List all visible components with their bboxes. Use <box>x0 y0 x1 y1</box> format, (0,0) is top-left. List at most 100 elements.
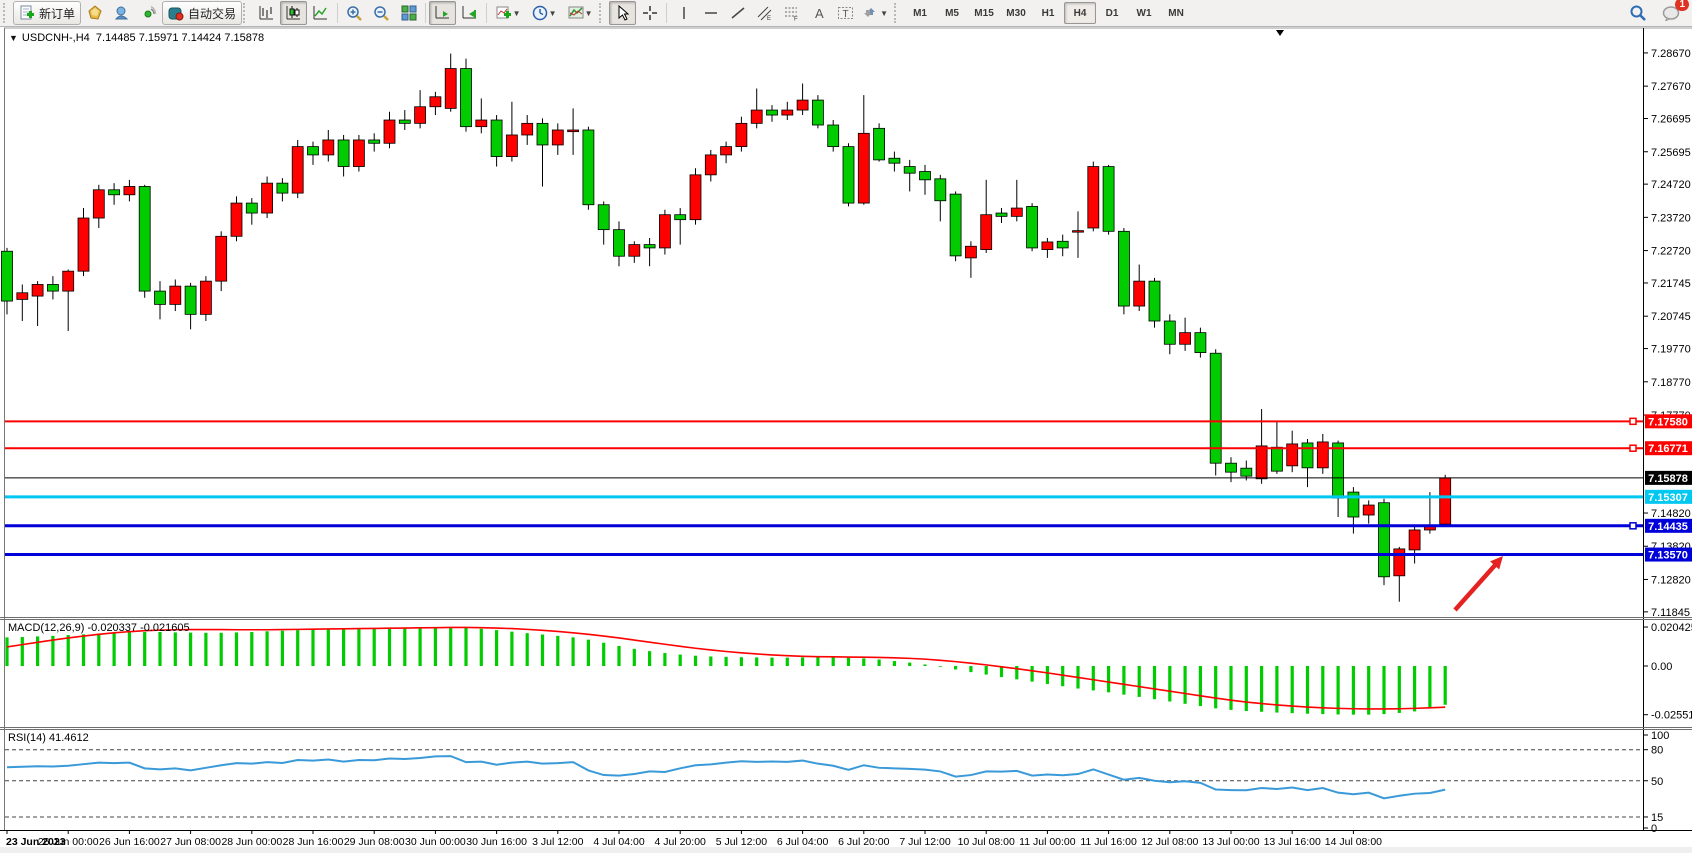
candlestick-chart-button[interactable] <box>280 1 308 25</box>
candle-body <box>245 202 258 214</box>
chart-title-dropdown-icon[interactable]: ▼ <box>9 33 18 43</box>
candle-body <box>536 122 549 146</box>
toolbar-grip[interactable] <box>243 3 250 23</box>
indicators-button[interactable]: ▼ <box>490 1 526 25</box>
candle-body <box>521 122 534 136</box>
top-marker-icon[interactable] <box>1276 30 1284 36</box>
line-handle[interactable] <box>1629 522 1637 530</box>
vertical-line-button[interactable] <box>670 1 697 25</box>
toolbar-grip[interactable] <box>3 3 10 23</box>
toolbar-right: 1 <box>1624 0 1690 25</box>
auto-scroll-button[interactable] <box>429 1 457 25</box>
arrow-annotation[interactable] <box>1453 561 1499 612</box>
candle-body <box>689 174 702 221</box>
candle-body <box>888 157 901 164</box>
candle-body <box>781 109 794 116</box>
time-axis-label: 30 Jun 00:00 <box>405 836 466 848</box>
tab-W1[interactable]: W1 <box>1136 7 1152 19</box>
time-axis-label: 28 Jun 00:00 <box>221 836 282 848</box>
time-axis-label: 6 Jul 20:00 <box>838 836 890 848</box>
horizontal-line-button[interactable] <box>697 1 724 25</box>
tab-M15[interactable]: M15 <box>974 7 994 19</box>
candle-body <box>169 285 182 305</box>
text-label-button[interactable]: T <box>832 1 859 25</box>
tile-windows-button[interactable] <box>395 1 422 25</box>
chart-shift-button[interactable] <box>456 1 483 25</box>
price-badge <box>1645 547 1692 562</box>
search-button[interactable] <box>1624 1 1651 25</box>
tab-H1[interactable]: H1 <box>1041 7 1055 19</box>
notifications-button[interactable]: 1 <box>1657 0 1689 25</box>
line-chart-button[interactable] <box>307 1 334 25</box>
window-bottom-strip <box>0 847 1692 853</box>
toolbar-grip[interactable] <box>894 3 901 23</box>
macd-values: -0.020337 -0.021605 <box>87 622 190 634</box>
candle-body <box>1 250 13 302</box>
trendline-button[interactable] <box>724 1 751 25</box>
candle-body <box>934 178 947 202</box>
new-order-button[interactable]: 新订单 <box>13 1 82 25</box>
candle-body <box>1056 240 1069 249</box>
indicators-icon <box>496 6 511 19</box>
candle-body <box>995 212 1008 217</box>
new-order-label: 新订单 <box>39 6 76 21</box>
candle-body <box>903 166 916 174</box>
candle-body <box>261 182 274 214</box>
signals-button[interactable] <box>135 1 162 25</box>
cursor-button[interactable] <box>609 1 637 25</box>
candle-body <box>475 119 488 128</box>
time-axis-label: 4 Jul 04:00 <box>593 836 645 848</box>
price-tick-label: 7.26695 <box>1651 114 1691 126</box>
svg-text:A: A <box>815 6 824 21</box>
zoom-in-button[interactable] <box>341 1 368 25</box>
tab-H4[interactable]: H4 <box>1064 2 1097 24</box>
crosshair-button[interactable] <box>636 1 663 25</box>
price-tick-label: 7.23720 <box>1651 212 1691 224</box>
tile-windows-icon <box>401 5 417 21</box>
auto-trading-button[interactable]: 自动交易 <box>162 1 243 25</box>
rsi-indicator-label: RSI(14) 41.4612 <box>8 732 89 744</box>
periods-button[interactable]: ▼ <box>526 1 562 25</box>
line-handle[interactable] <box>1629 444 1637 452</box>
macd-tick-label: -0.025514 <box>1651 710 1692 722</box>
tab-M1[interactable]: M1 <box>913 7 927 19</box>
bar-chart-button[interactable] <box>253 1 280 25</box>
candle-body <box>628 244 641 257</box>
time-axis-label: 13 Jul 00:00 <box>1202 836 1259 848</box>
equidistant-channel-button[interactable]: E <box>751 1 778 25</box>
zoom-out-button[interactable] <box>368 1 395 25</box>
candle-body <box>1240 467 1253 477</box>
templates-button[interactable]: ▼ <box>562 1 598 25</box>
time-axis-label: 29 Jun 08:00 <box>344 836 405 848</box>
rsi-tick-label: 100 <box>1651 730 1669 742</box>
time-axis-label: 14 Jul 08:00 <box>1325 836 1382 848</box>
line-handle[interactable] <box>1629 417 1637 426</box>
candle-body <box>1194 332 1207 353</box>
arrow-annotation-head <box>1490 556 1503 570</box>
time-axis-label: 7 Jul 12:00 <box>899 836 951 848</box>
tab-D1[interactable]: D1 <box>1105 7 1119 19</box>
candle-body <box>276 182 289 194</box>
tab-M5[interactable]: M5 <box>945 7 959 19</box>
fibonacci-button[interactable]: F <box>778 1 805 25</box>
candle-body <box>184 285 197 315</box>
candle-body <box>138 186 151 292</box>
price-tick-label: 7.28670 <box>1651 48 1691 60</box>
toolbar-separator <box>486 3 488 23</box>
gold-tool-button[interactable] <box>81 1 108 25</box>
time-axis-label: 4 Jul 20:00 <box>655 836 707 848</box>
trendline-icon <box>731 7 745 19</box>
time-axis-label: 30 Jun 16:00 <box>466 836 527 848</box>
candle-body <box>368 139 381 144</box>
community-button[interactable] <box>108 1 135 25</box>
arrows-tool-button[interactable]: ▼ <box>859 1 893 25</box>
zoom-out-icon <box>374 5 389 21</box>
rsi-line <box>6 755 1446 800</box>
notification-badge: 1 <box>1675 0 1689 11</box>
price-badge <box>1645 470 1692 485</box>
tab-MN[interactable]: MN <box>1168 7 1184 19</box>
tab-M30[interactable]: M30 <box>1006 7 1026 19</box>
text-button[interactable]: A <box>805 1 832 25</box>
toolbar-grip[interactable] <box>599 3 606 23</box>
chart-canvas[interactable]: 7.28670 7.27670 7.26695 7.25695 7.24720 7.237… <box>0 27 1692 853</box>
